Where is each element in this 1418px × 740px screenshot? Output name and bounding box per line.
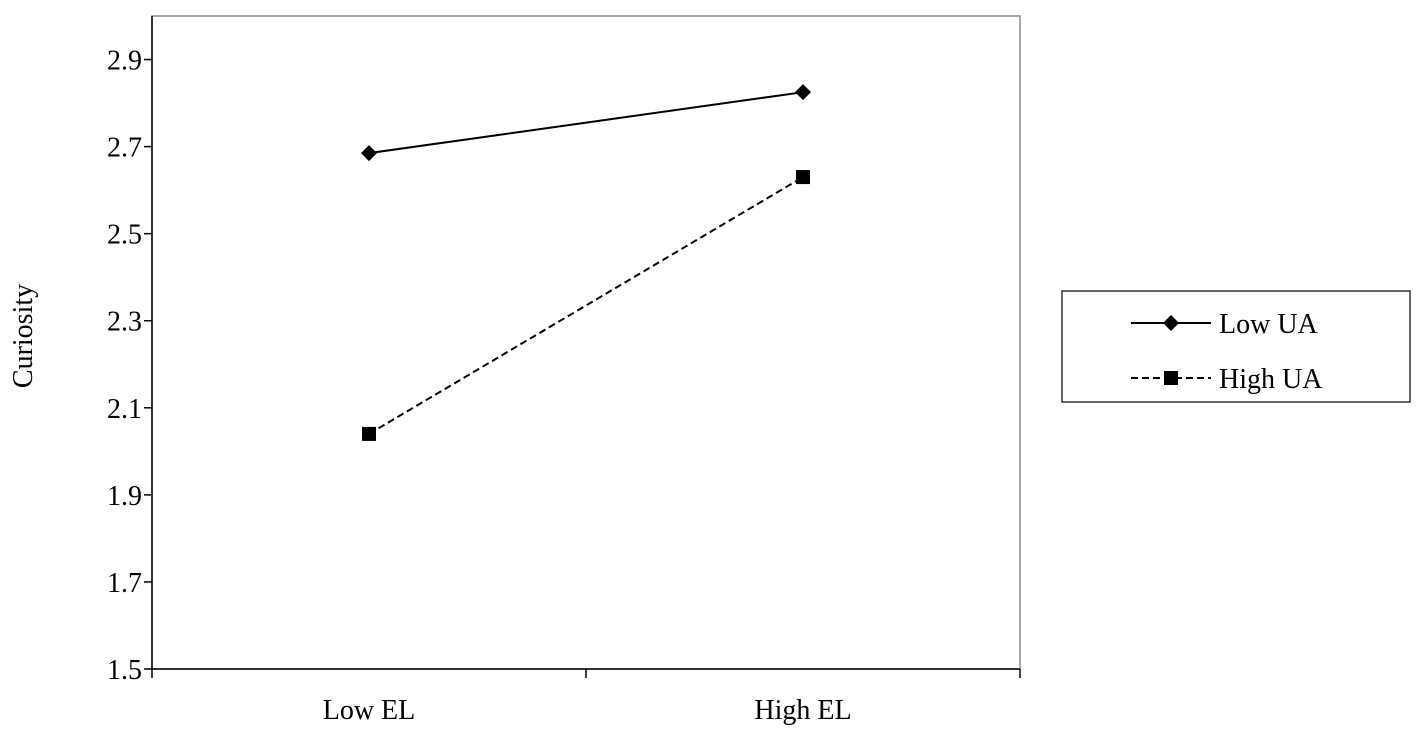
legend-item: High UA [1131, 364, 1323, 395]
y-tick-label: 2.7 [107, 133, 142, 164]
y-tick-label: 1.9 [107, 481, 142, 512]
y-tick-label: 1.7 [107, 568, 142, 599]
y-tick-label: 2.5 [107, 220, 142, 251]
y-axis-title: Curiosity [8, 284, 39, 388]
series-line [368, 91, 804, 155]
legend-marker [1163, 315, 1179, 331]
legend-item: Low UA [1131, 309, 1319, 340]
plot-area-frame [151, 15, 1021, 670]
data-point-marker [361, 145, 377, 162]
series-1 [361, 84, 811, 162]
y-tick-label: 2.1 [107, 394, 142, 425]
data-point-marker [362, 426, 376, 441]
series-line [368, 176, 804, 435]
y-tick-label: 1.5 [107, 655, 142, 686]
y-axis: 1.5 1.7 1.9 2.1 2.3 2.5 2.7 2.9 [107, 16, 153, 686]
legend-marker [1164, 371, 1178, 385]
x-axis: Low EL High EL [151, 668, 1021, 726]
y-tick-label: 2.3 [107, 307, 142, 338]
x-tick-label: High EL [754, 695, 851, 726]
data-point-marker [796, 170, 810, 185]
x-tick-label: Low EL [323, 695, 416, 726]
legend-label: High UA [1219, 364, 1323, 395]
data-point-marker [795, 84, 811, 101]
y-tick-label: 2.9 [107, 46, 142, 77]
series-layer [361, 84, 811, 441]
legend-box [1061, 290, 1411, 403]
series-2 [362, 170, 810, 441]
legend: Low UA High UA [1061, 290, 1411, 403]
legend-label: Low UA [1219, 309, 1319, 340]
